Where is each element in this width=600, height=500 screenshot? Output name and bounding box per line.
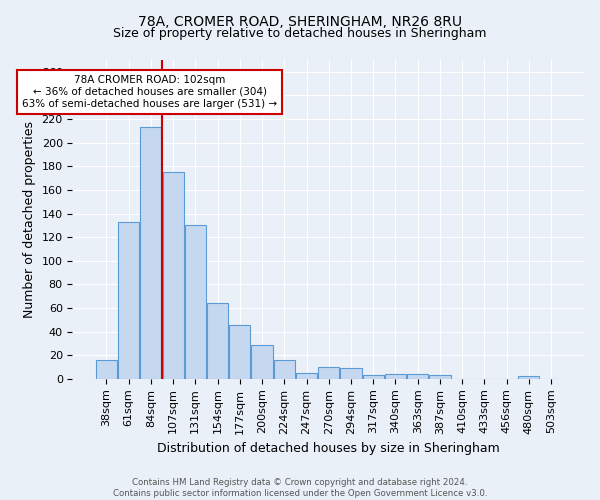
Bar [518,376,539,379]
Bar [96,360,117,379]
Text: Contains HM Land Registry data © Crown copyright and database right 2024.
Contai: Contains HM Land Registry data © Crown c… [113,478,487,498]
Bar [362,376,384,379]
Bar [430,376,451,379]
Bar [118,222,139,379]
X-axis label: Distribution of detached houses by size in Sheringham: Distribution of detached houses by size … [157,442,500,455]
Text: Size of property relative to detached houses in Sheringham: Size of property relative to detached ho… [113,28,487,40]
Bar [229,324,250,379]
Bar [163,172,184,379]
Bar [251,344,272,379]
Bar [385,374,406,379]
Bar [340,368,362,379]
Text: 78A CROMER ROAD: 102sqm
← 36% of detached houses are smaller (304)
63% of semi-d: 78A CROMER ROAD: 102sqm ← 36% of detache… [22,76,277,108]
Bar [296,373,317,379]
Bar [407,374,428,379]
Bar [274,360,295,379]
Bar [185,226,206,379]
Text: 78A, CROMER ROAD, SHERINGHAM, NR26 8RU: 78A, CROMER ROAD, SHERINGHAM, NR26 8RU [138,15,462,29]
Y-axis label: Number of detached properties: Number of detached properties [23,121,36,318]
Bar [140,128,161,379]
Bar [318,367,340,379]
Bar [207,303,228,379]
